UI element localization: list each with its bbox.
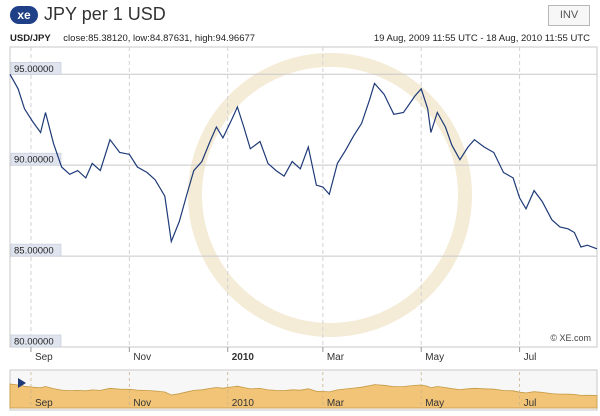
play-icon[interactable]: [18, 378, 26, 388]
navigator-tick-label: 2010: [232, 398, 255, 409]
y-tick-label: 85.00000: [14, 246, 54, 257]
x-tick-label: Jul: [524, 352, 537, 363]
navigator-tick-label: Jul: [524, 398, 537, 409]
plot-frame: [9, 46, 598, 348]
invert-button[interactable]: INV: [548, 5, 590, 26]
x-tick-label: Nov: [133, 352, 151, 363]
y-tick-label: 80.00000: [14, 337, 54, 348]
x-tick-label: Sep: [35, 352, 53, 363]
header: xe JPY per 1 USD INV: [0, 0, 600, 30]
y-tick-label-bg: [10, 334, 62, 348]
watermark-logo: [188, 53, 472, 337]
navigator-tick-label: Nov: [133, 398, 151, 409]
navigator-tick-label: Mar: [327, 398, 345, 409]
close-value: close:85.38120,: [63, 33, 131, 44]
y-tick-label: 95.00000: [14, 64, 54, 75]
y-tick-label: 90.00000: [14, 155, 54, 166]
currency-pair: USD/JPY: [10, 33, 51, 44]
y-tick-label-bg: [10, 243, 62, 257]
navigator-tick-label: May: [425, 398, 444, 409]
quote-summary: USD/JPY close:85.38120, low:84.87631, hi…: [10, 33, 255, 44]
info-bar: USD/JPY close:85.38120, low:84.87631, hi…: [0, 30, 600, 46]
x-tick-label: Mar: [327, 352, 345, 363]
xe-logo: xe: [10, 6, 38, 24]
price-line: [9, 74, 598, 250]
x-tick-label: May: [425, 352, 444, 363]
y-tick-label-bg: [10, 152, 62, 166]
copyright-text: © XE.com: [550, 333, 591, 343]
x-tick-label: 2010: [232, 352, 255, 363]
y-tick-label-bg: [10, 61, 62, 75]
navigator-tick-label: Sep: [35, 398, 53, 409]
low-value: low:84.87631,: [133, 33, 193, 44]
date-range: 19 Aug, 2009 11:55 UTC - 18 Aug, 2010 11…: [373, 33, 590, 44]
chart-title: JPY per 1 USD: [44, 4, 166, 24]
high-value: high:94.96677: [194, 33, 256, 44]
navigator-area: [9, 383, 598, 409]
